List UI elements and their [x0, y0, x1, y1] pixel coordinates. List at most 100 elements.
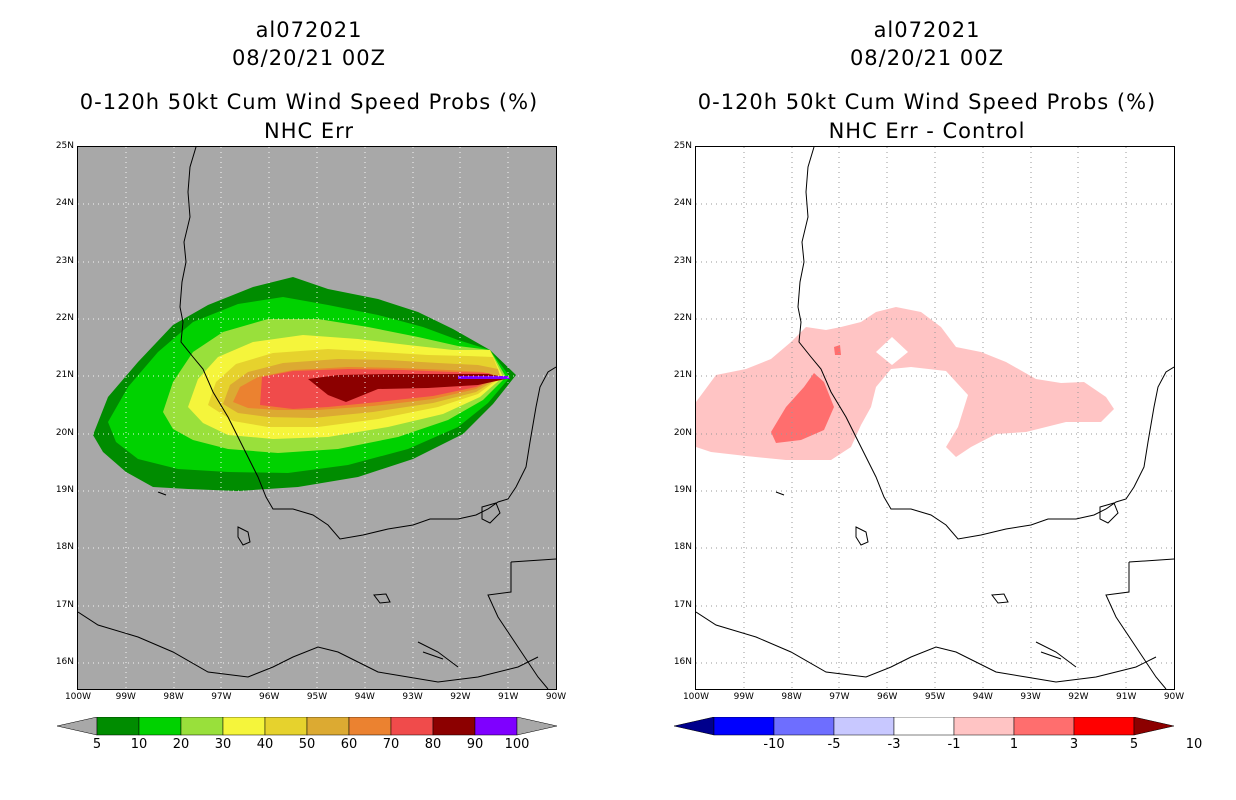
left-lon-label: 90W: [545, 692, 567, 702]
left-colorbar-label: 90: [466, 737, 484, 752]
left-product-title: 0-120h 50kt Cum Wind Speed Probs (%): [79, 90, 539, 114]
right-lon-label: 98W: [781, 692, 802, 702]
right-colorbar-high-arrow: [1133, 717, 1174, 736]
diff-pos-1-contour: [696, 307, 1114, 460]
right-colorbar-low-arrow: [674, 717, 715, 736]
right-lon-label: 93W: [1020, 692, 1041, 702]
right-lat-label: 24N: [673, 198, 692, 209]
left-colorbar-swatch: [96, 717, 140, 736]
right-colorbar-label: 1: [1009, 737, 1019, 752]
left-lat-label: 19N: [55, 485, 74, 496]
left-colorbar-label: 40: [256, 737, 274, 752]
left-lon-label: 96W: [259, 692, 280, 702]
right-lat-label: 17N: [673, 599, 692, 610]
left-storm-id: al072021: [255, 18, 363, 42]
left-subtitle: NHC Err: [263, 119, 354, 143]
left-gridlines: [78, 147, 556, 689]
right-colorbar-label: -1: [947, 737, 961, 752]
right-map: [695, 146, 1175, 690]
left-colorbar-label: 5: [92, 737, 102, 752]
left-lat-label: 18N: [55, 542, 74, 553]
right-colorbar-label: -10: [763, 737, 785, 752]
left-colorbar-swatch: [138, 717, 182, 736]
left-colorbar-label: 10: [130, 737, 148, 752]
left-colorbar-swatch: [306, 717, 350, 736]
left-colorbar-label: 60: [340, 737, 358, 752]
left-colorbar-swatch: [264, 717, 308, 736]
left-lat-label: 21N: [55, 370, 74, 381]
right-coastline: [696, 147, 1174, 689]
left-colorbar-label: 50: [298, 737, 316, 752]
right-colorbar-swatch: [1073, 717, 1135, 736]
right-colorbar-label: -3: [887, 737, 901, 752]
left-colorbar-label: 70: [382, 737, 400, 752]
right-colorbar-swatch: [1013, 717, 1075, 736]
right-colorbar-swatch: [773, 717, 835, 736]
left-colorbar-label: 80: [424, 737, 442, 752]
right-lon-label: 92W: [1068, 692, 1089, 702]
right-lat-label: 22N: [673, 313, 692, 324]
left-lat-label: 17N: [55, 599, 74, 610]
left-lon-label: 98W: [163, 692, 184, 702]
right-lat-label: 23N: [673, 255, 692, 266]
diff-pos-3-contour: [771, 373, 834, 443]
right-lon-label: 94W: [972, 692, 993, 702]
prob-90-contour: [458, 376, 510, 379]
left-colorbar-swatch: [390, 717, 434, 736]
left-datetime: 08/20/21 00Z: [231, 46, 387, 70]
left-colorbar-label: 100: [504, 737, 530, 752]
left-lon-label: 94W: [354, 692, 375, 702]
left-lon-label: 97W: [211, 692, 232, 702]
left-colorbar-label: 20: [172, 737, 190, 752]
left-lat-label: 20N: [55, 427, 74, 438]
right-lat-label: 25N: [673, 141, 692, 151]
left-map-svg: [78, 147, 556, 689]
right-lat-label: 18N: [673, 542, 692, 553]
right-lat-label: 19N: [673, 485, 692, 496]
right-datetime: 08/20/21 00Z: [849, 46, 1005, 70]
right-colorbar: [674, 717, 1174, 736]
left-colorbar-swatch: [180, 717, 224, 736]
right-gridlines: [696, 147, 1174, 689]
right-lon-label: 99W: [733, 692, 754, 702]
left-colorbar-label: 30: [214, 737, 232, 752]
left-map: [77, 146, 557, 690]
right-colorbar-label: 3: [1069, 737, 1079, 752]
left-lon-label: 92W: [450, 692, 471, 702]
right-lat-label: 16N: [673, 657, 692, 668]
right-product-title: 0-120h 50kt Cum Wind Speed Probs (%): [697, 90, 1157, 114]
left-lat-label: 25N: [55, 141, 74, 151]
right-colorbar-swatch: [833, 717, 895, 736]
right-lon-label: 91W: [1116, 692, 1137, 702]
left-lat-label: 16N: [55, 657, 74, 668]
right-subtitle: NHC Err - Control: [828, 119, 1026, 143]
left-lon-label: 95W: [306, 692, 328, 702]
right-colorbar-swatch: [953, 717, 1015, 736]
left-lon-label: 91W: [498, 692, 519, 702]
right-colorbar-label: -5: [827, 737, 841, 752]
right-panel: al072021 08/20/21 00Z 0-120h 50kt Cum Wi…: [618, 0, 1236, 800]
right-lon-label: 96W: [877, 692, 898, 702]
left-panel: al072021 08/20/21 00Z 0-120h 50kt Cum Wi…: [77, 18, 557, 690]
right-lon-label: 90W: [1163, 692, 1185, 702]
right-storm-id: al072021: [873, 18, 981, 42]
right-colorbar-label: 10: [1185, 737, 1203, 752]
right-colorbar-swatch: [713, 717, 775, 736]
right-lon-label: 100W: [682, 692, 710, 702]
diff-hole: [876, 337, 908, 365]
right-map-svg: [696, 147, 1174, 689]
left-colorbar-high-arrow: [516, 717, 557, 736]
left-lon-label: 100W: [64, 692, 92, 702]
left-colorbar-low-arrow: [57, 717, 98, 736]
left-colorbar: [57, 717, 557, 736]
right-lon-label: 95W: [924, 692, 946, 702]
right-lat-label: 21N: [673, 370, 692, 381]
left-lat-label: 22N: [55, 313, 74, 324]
left-colorbar-swatch: [432, 717, 476, 736]
right-colorbar-label: 5: [1129, 737, 1139, 752]
left-lat-label: 24N: [55, 198, 74, 209]
left-lat-label: 23N: [55, 255, 74, 266]
left-colorbar-swatch: [348, 717, 392, 736]
left-lon-label: 99W: [115, 692, 136, 702]
left-coastline: [78, 147, 556, 689]
